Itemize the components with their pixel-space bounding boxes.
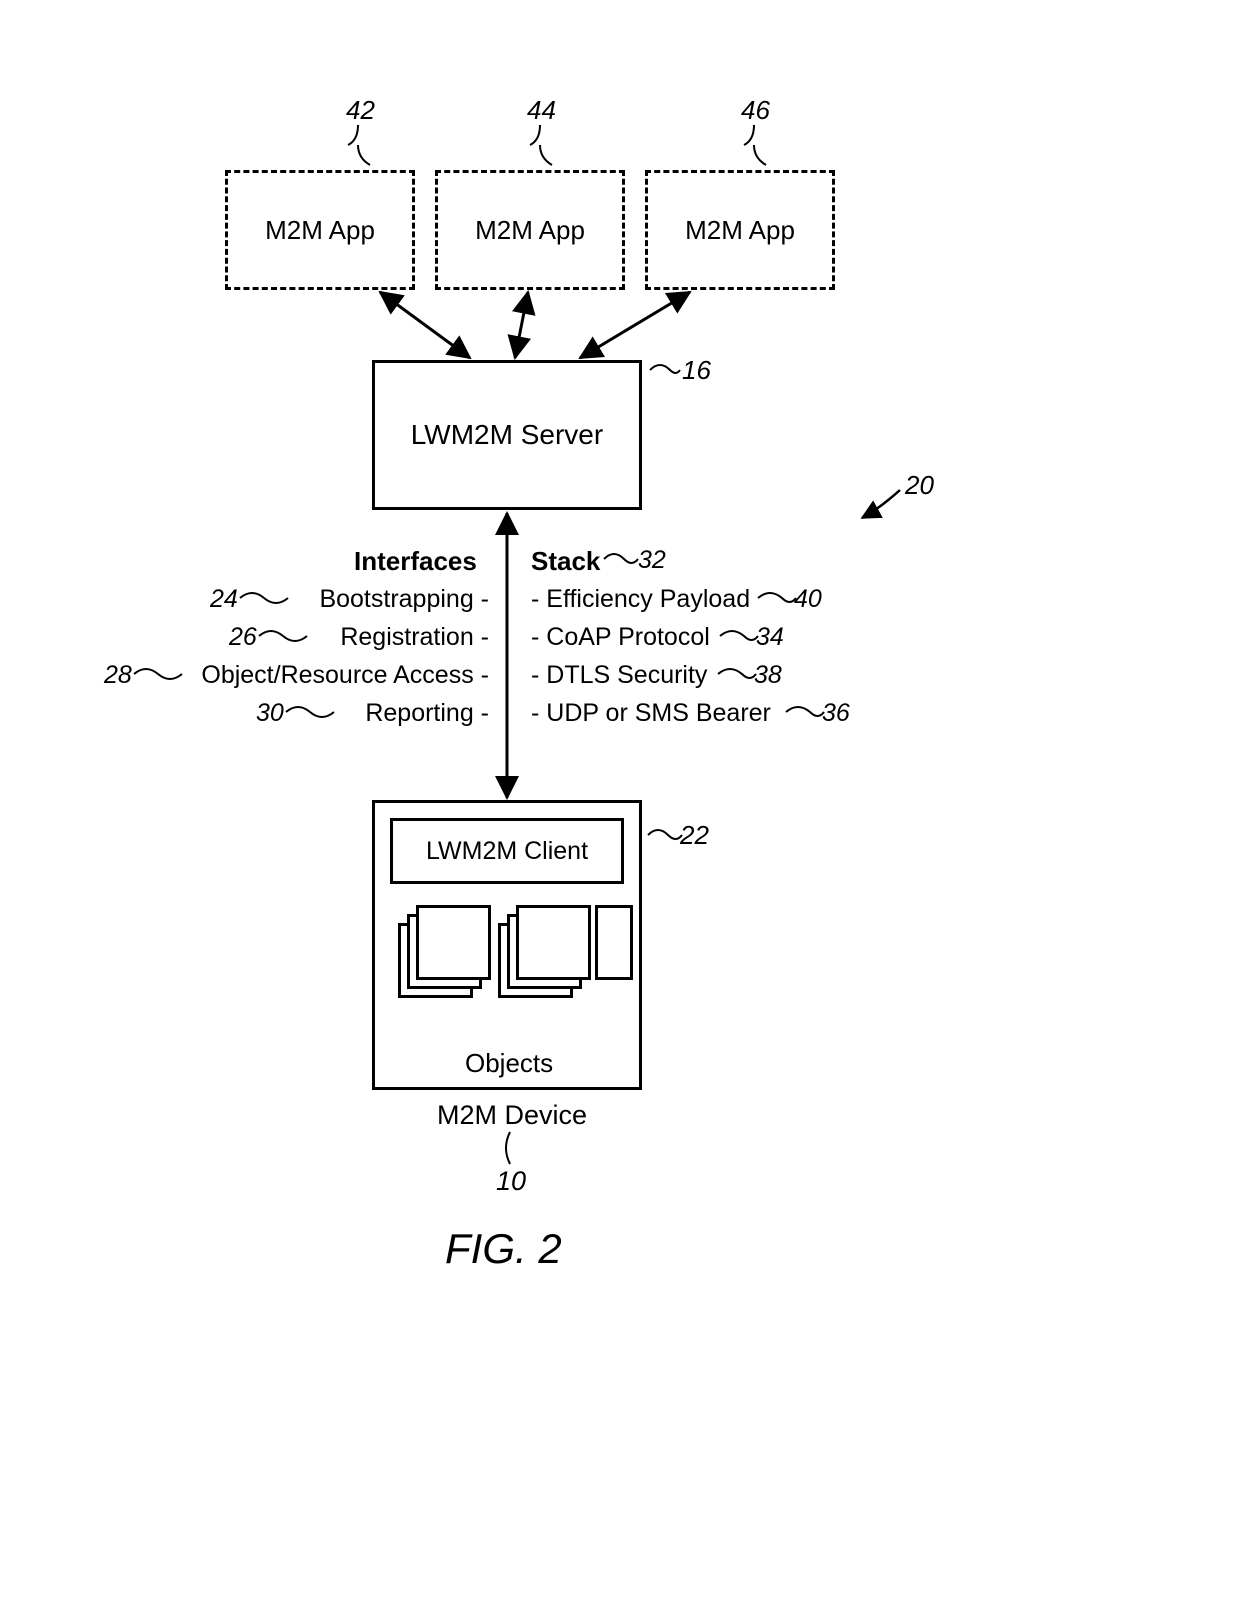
interfaces-item-1: Bootstrapping - <box>319 585 489 614</box>
stack-ref-3: 38 <box>754 661 782 690</box>
interfaces-ref-2: 26 <box>229 623 257 652</box>
server-ref: 16 <box>682 355 711 386</box>
interfaces-ref-1: 24 <box>210 585 238 614</box>
interfaces-ref-3: 28 <box>104 661 132 690</box>
stack-item-1: - Efficiency Payload <box>531 585 750 614</box>
device-label: M2M Device <box>437 1100 587 1131</box>
stack-item-2: - CoAP Protocol <box>531 623 710 652</box>
app-ref-3: 46 <box>741 95 770 126</box>
interfaces-item-2: Registration - <box>340 623 489 652</box>
app-ref-1: 42 <box>346 95 375 126</box>
stack-ref-4: 36 <box>822 699 850 728</box>
m2m-app-box-3: M2M App <box>645 170 835 290</box>
lwm2m-client-box: LWM2M Client <box>390 818 624 884</box>
stack-title: Stack <box>531 546 600 577</box>
m2m-app-label-3: M2M App <box>685 215 795 246</box>
interfaces-item-3: Object/Resource Access - <box>201 661 489 690</box>
stack-item-4: - UDP or SMS Bearer <box>531 699 771 728</box>
object-single <box>595 905 635 980</box>
device-ref: 10 <box>496 1166 526 1197</box>
client-ref: 22 <box>680 820 709 851</box>
stack-title-ref: 32 <box>638 546 666 575</box>
system-ref: 20 <box>905 470 934 501</box>
object-stack-2 <box>498 905 593 1010</box>
lwm2m-server-label: LWM2M Server <box>411 419 603 451</box>
figure-caption: FIG. 2 <box>445 1225 562 1273</box>
app-ref-2: 44 <box>527 95 556 126</box>
m2m-app-box-2: M2M App <box>435 170 625 290</box>
m2m-app-box-1: M2M App <box>225 170 415 290</box>
objects-label: Objects <box>465 1048 553 1079</box>
m2m-app-label-1: M2M App <box>265 215 375 246</box>
lwm2m-client-label: LWM2M Client <box>426 837 588 866</box>
interfaces-ref-4: 30 <box>256 699 284 728</box>
lwm2m-server-box: LWM2M Server <box>372 360 642 510</box>
stack-item-3: - DTLS Security <box>531 661 707 690</box>
stack-ref-1: 40 <box>794 585 822 614</box>
interfaces-title: Interfaces <box>354 546 477 577</box>
object-stack-1 <box>398 905 493 1010</box>
interfaces-item-4: Reporting - <box>365 699 489 728</box>
m2m-app-label-2: M2M App <box>475 215 585 246</box>
diagram-canvas: M2M App M2M App M2M App 42 44 46 LWM2M S… <box>0 0 1240 1600</box>
stack-ref-2: 34 <box>756 623 784 652</box>
